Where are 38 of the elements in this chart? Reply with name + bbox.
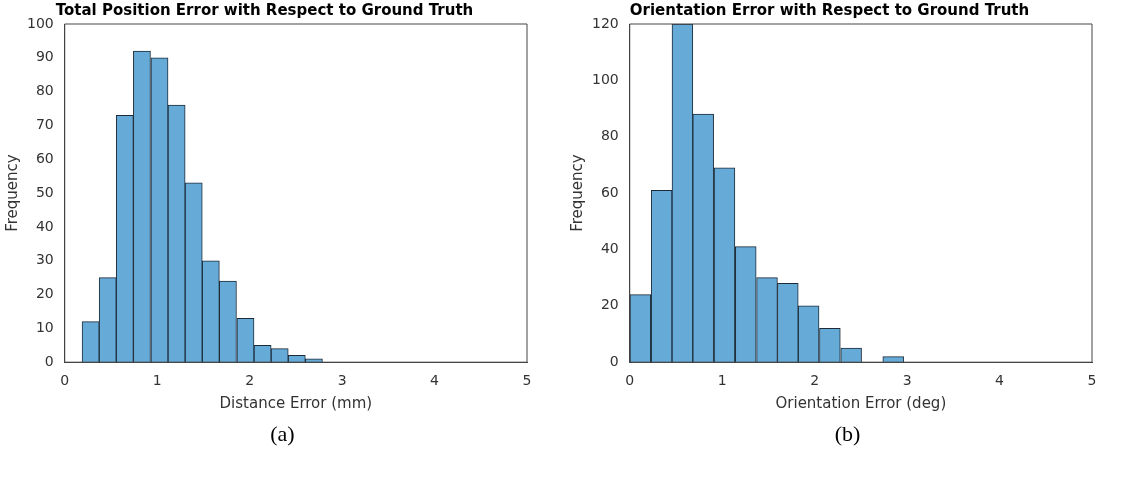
x-tick-label: 2 [810, 372, 820, 389]
y-tick-label: 70 [35, 116, 54, 133]
x-axis-title: Orientation Error (deg) [775, 393, 947, 412]
x-tick-label: 4 [430, 372, 440, 389]
x-tick-label: 4 [995, 372, 1005, 389]
x-tick-label: 5 [1087, 372, 1097, 389]
y-tick-label: 0 [44, 352, 54, 369]
x-tick-label: 2 [245, 372, 255, 389]
text: (a) [269, 421, 296, 447]
chart-title: Orientation Error with Respect to Ground Truth [629, 0, 1030, 19]
y-tick-label: 100 [26, 14, 54, 31]
x-tick-label: 0 [625, 372, 635, 389]
x-tick-label: 0 [60, 372, 70, 389]
x-tick-label: 1 [717, 372, 727, 389]
y-tick-label: 50 [35, 183, 54, 200]
y-tick-label: 80 [35, 82, 54, 99]
y-tick-label: 80 [600, 127, 619, 144]
text: (b) [833, 421, 862, 447]
x-tick-label: 1 [152, 372, 162, 389]
y-tick-label: 90 [35, 48, 54, 65]
y-tick-label: 20 [600, 296, 619, 313]
y-tick-label: 0 [609, 352, 619, 369]
y-tick-label: 100 [591, 71, 619, 88]
y-tick-label: 40 [35, 217, 54, 234]
y-tick-label: 60 [600, 183, 619, 200]
y-axis-title: Frequency [2, 154, 21, 232]
x-tick-label: 3 [337, 372, 347, 389]
y-tick-label: 40 [600, 240, 619, 257]
y-tick-label: 120 [591, 14, 619, 31]
y-axis-title: Frequency [567, 154, 586, 232]
y-tick-label: 60 [35, 149, 54, 166]
chart-title: Total Position Error with Respect to Ground Truth [55, 0, 474, 19]
y-tick-label: 10 [35, 319, 54, 336]
y-tick-label: 30 [35, 251, 54, 268]
x-tick-label: 3 [902, 372, 912, 389]
x-tick-label: 5 [522, 372, 532, 389]
y-tick-label: 20 [35, 285, 54, 302]
x-axis-title: Distance Error (mm) [219, 393, 373, 412]
